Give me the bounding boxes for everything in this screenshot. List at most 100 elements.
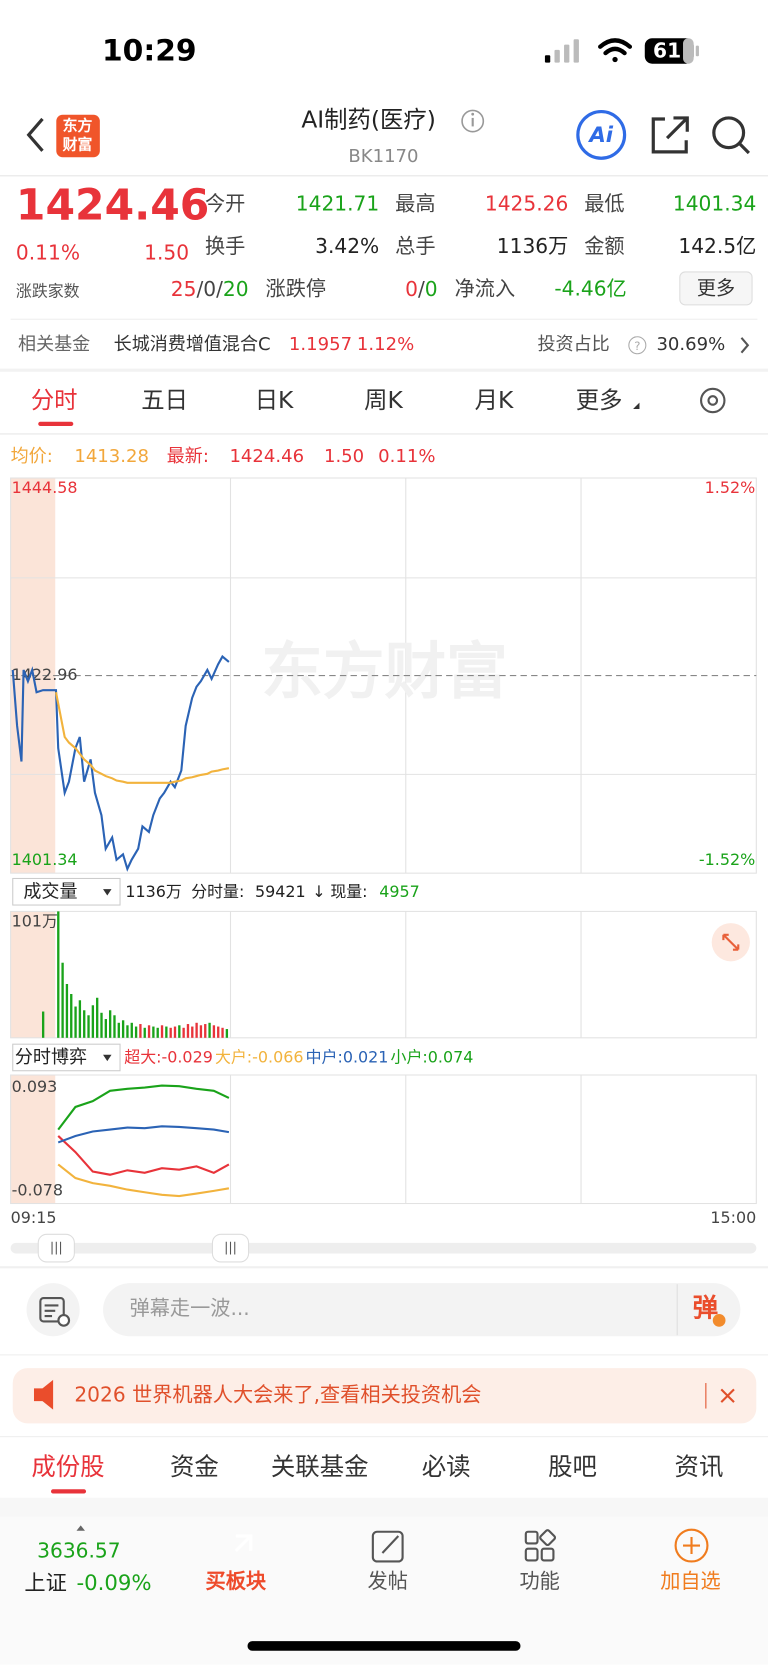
fund-name[interactable]: 长城消费增值混合C	[114, 334, 271, 355]
limit-label: 涨跌停	[266, 276, 327, 300]
sub-tab[interactable]: 资金	[170, 1452, 219, 1481]
logo	[56, 114, 100, 158]
series-line	[57, 1084, 230, 1131]
breadth-part: /	[196, 276, 203, 300]
nav-item[interactable]: 买板块	[206, 1569, 267, 1593]
info-icon[interactable]	[461, 109, 485, 133]
more-button[interactable]	[679, 271, 753, 306]
stat-label: 换手	[205, 234, 245, 258]
comment-input[interactable]	[103, 1283, 741, 1337]
volume-bar	[152, 1026, 155, 1038]
y-tick-label: 1444.58	[12, 478, 78, 497]
x-tick-label: 15:00	[710, 1208, 756, 1227]
add-watchlist-icon[interactable]	[674, 1528, 709, 1563]
series-line	[57, 1135, 230, 1176]
stat-value: 3.42%	[315, 234, 379, 258]
volume-bar	[225, 1029, 229, 1038]
chart-frame	[10, 477, 757, 1205]
volume-bar	[113, 1015, 116, 1038]
back-button[interactable]	[26, 117, 44, 152]
help-icon[interactable]: ?	[628, 336, 647, 355]
expand-button[interactable]	[711, 923, 750, 962]
inflow-value: -4.46亿	[554, 276, 626, 300]
share-button[interactable]	[651, 116, 689, 154]
pre-market-shade	[10, 1074, 56, 1204]
series-line	[54, 692, 230, 784]
now-volume-label: 现量:	[330, 882, 367, 901]
last-value: 1424.46	[229, 446, 304, 467]
minute-volume-label: 分时量:	[191, 882, 244, 901]
stat-label: 最高	[395, 192, 435, 216]
volume-bar	[41, 1011, 45, 1038]
range-handle[interactable]	[37, 1233, 75, 1263]
megaphone-icon	[33, 1379, 54, 1410]
breadth-part: 0	[203, 276, 216, 300]
sub-tab[interactable]: 必读	[422, 1452, 471, 1481]
pre-market-shade	[10, 911, 56, 1038]
banner-text[interactable]: 2026 世界机器人大会来了,查看相关投资机会	[74, 1382, 481, 1406]
y2-tick-label: -1.52%	[699, 850, 755, 869]
flow-selector[interactable]	[12, 1043, 121, 1072]
sub-tab[interactable]: 资讯	[675, 1452, 724, 1481]
post-icon[interactable]	[371, 1530, 404, 1563]
volume-bar	[70, 994, 73, 1038]
legend-name: 超大:	[124, 1047, 161, 1066]
volume-selector[interactable]	[12, 877, 121, 906]
sub-tab[interactable]: 关联基金	[271, 1452, 369, 1481]
sub-tab[interactable]: 股吧	[548, 1452, 597, 1481]
index-name[interactable]: 上证	[24, 1571, 66, 1596]
function-icon[interactable]	[524, 1529, 557, 1562]
divider	[10, 318, 758, 320]
ai-button[interactable]: Ai	[576, 109, 627, 160]
nav-item[interactable]: 加自选	[660, 1569, 721, 1593]
breadth-value: 25/0/20	[171, 276, 249, 300]
danmaku-badge	[712, 1313, 726, 1327]
volume-bar	[96, 997, 99, 1038]
volume-bar	[156, 1027, 159, 1038]
divider	[0, 433, 768, 435]
volume-bar	[65, 983, 69, 1038]
index-pct[interactable]: -0.09%	[76, 1571, 151, 1596]
index-triangle	[76, 1525, 85, 1531]
chevron	[740, 337, 750, 354]
volume-bar	[208, 1022, 211, 1038]
settings-button[interactable]	[700, 387, 726, 414]
fund-label: 相关基金	[18, 334, 90, 355]
breadth-part: 0	[405, 276, 418, 300]
buy-sector-icon[interactable]	[0, 1530, 253, 1562]
danmaku-toggle[interactable]	[26, 1283, 80, 1337]
volume-bar	[191, 1026, 194, 1038]
divider	[0, 368, 768, 372]
chart-tab[interactable]: 五日	[141, 386, 188, 414]
nav-item[interactable]: 功能	[519, 1569, 559, 1593]
sub-tab[interactable]: 成份股	[31, 1452, 104, 1481]
range-track	[10, 1242, 757, 1254]
chart-tab[interactable]: 周K	[364, 386, 403, 414]
banner-close[interactable]	[720, 1388, 735, 1403]
chart-tab[interactable]: 分时	[31, 386, 78, 414]
volume-bar	[173, 1026, 177, 1038]
volume-bar	[182, 1027, 185, 1038]
y-tick-label: 0.093	[12, 1077, 58, 1096]
breadth-part: 0	[425, 276, 438, 300]
nav-item[interactable]: 发帖	[368, 1569, 408, 1593]
search-button[interactable]	[712, 116, 751, 155]
more-button-text[interactable]: 更多	[697, 276, 735, 299]
comment-placeholder[interactable]: 弹幕走一波...	[130, 1296, 250, 1320]
banner[interactable]	[12, 1368, 757, 1424]
range-handle[interactable]	[211, 1233, 250, 1263]
index-value[interactable]: 3636.57	[37, 1538, 120, 1562]
flow-selector-text[interactable]: 分时博弈	[15, 1047, 87, 1068]
logo-text: 财富	[63, 136, 93, 154]
volume-bar	[186, 1024, 190, 1038]
volume-bar	[165, 1026, 168, 1038]
legend-name: 中户:	[306, 1047, 343, 1066]
volume-selector-text[interactable]: 成交量	[23, 881, 77, 902]
chart-tab[interactable]: 日K	[255, 386, 294, 414]
subtab-indicator	[50, 1489, 87, 1494]
chart-tab[interactable]: 更多	[576, 386, 623, 414]
battery-empty	[683, 38, 694, 64]
minute-volume-arrow: ↓	[312, 882, 325, 901]
volume-bar	[117, 1022, 120, 1038]
chart-tab[interactable]: 月K	[475, 386, 514, 414]
